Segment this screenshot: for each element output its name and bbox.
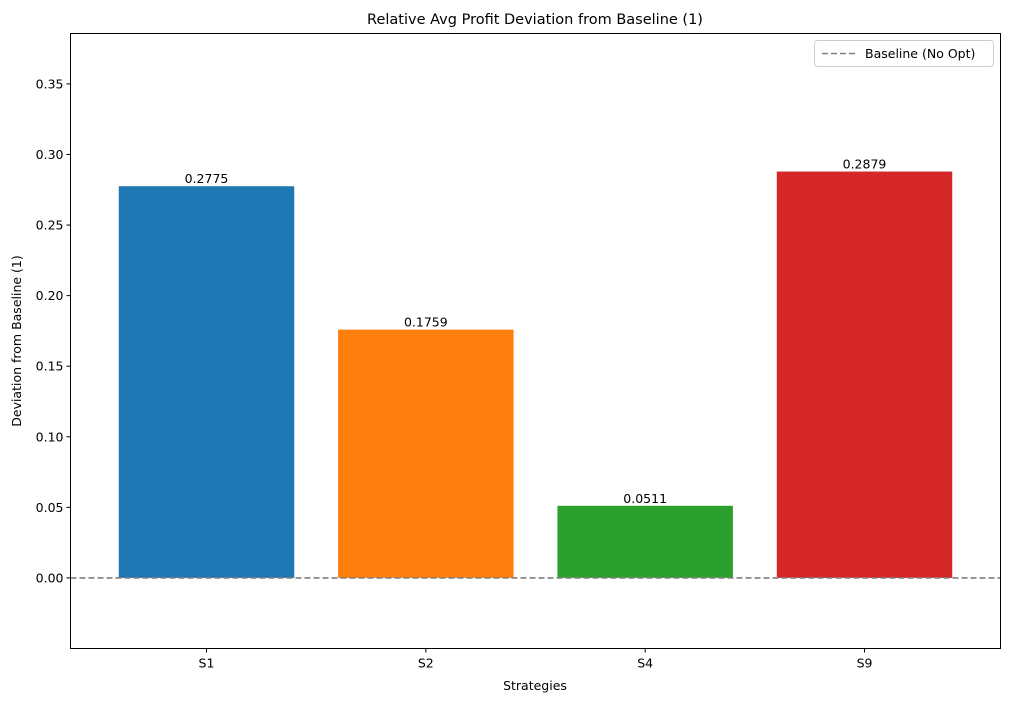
bar-s4 [557, 505, 733, 578]
plot-frame [70, 33, 1001, 649]
legend-box [814, 40, 994, 67]
bar-value-label: 0.1759 [404, 315, 448, 330]
y-tick-label: 0.05 [36, 500, 64, 515]
y-tick-label: 0.15 [36, 359, 64, 374]
plot-area: 0.00 0.05 0.10 0.15 0.20 0.25 0.30 0.35 0.2775 S1… [36, 76, 1001, 671]
y-axis-label: Deviation from Baseline (1) [9, 255, 24, 427]
x-tick-label: S1 [199, 656, 215, 671]
y-tick-label: 0.10 [36, 429, 64, 444]
y-tick-label: 0.20 [36, 288, 64, 303]
y-tick-label: 0.30 [36, 147, 64, 162]
chart-title: Relative Avg Profit Deviation from Basel… [367, 12, 703, 28]
x-tick-label: S4 [637, 656, 653, 671]
y-tick-label: 0.25 [36, 218, 64, 233]
x-tick-label: S9 [857, 656, 873, 671]
y-tick-label: 0.00 [36, 570, 64, 585]
bar-s2 [338, 329, 514, 578]
x-axis-label: Strategies [503, 678, 567, 693]
bar-s9 [776, 171, 953, 578]
bar-value-label: 0.2775 [185, 171, 229, 186]
bar-s1 [118, 186, 295, 578]
y-tick-label: 0.35 [36, 76, 64, 91]
bar-value-label: 0.2879 [843, 157, 887, 172]
legend: Baseline (No Opt) [814, 40, 994, 67]
x-tick-label: S2 [418, 656, 434, 671]
legend-baseline-label: Baseline (No Opt) [865, 46, 975, 61]
bar-value-label: 0.0511 [623, 491, 667, 506]
